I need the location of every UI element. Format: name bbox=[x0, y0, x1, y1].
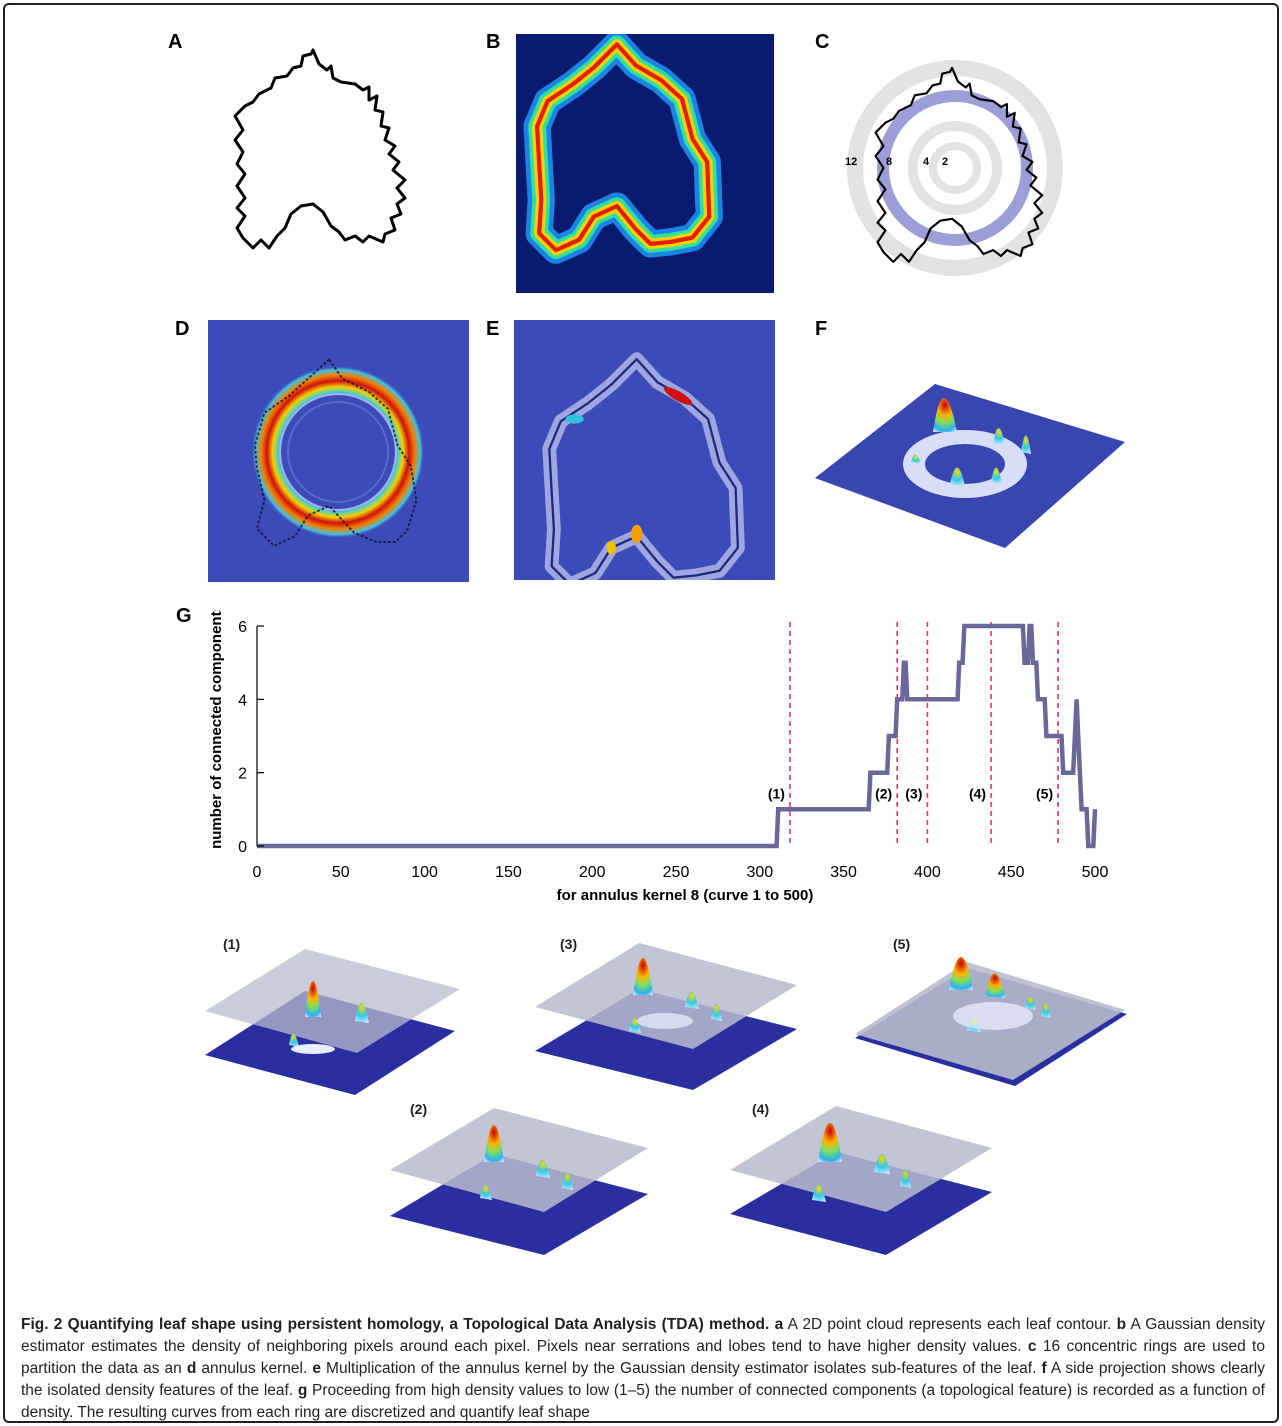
caption-panel-key: e bbox=[312, 1360, 321, 1377]
x-tick-label: 100 bbox=[411, 864, 438, 881]
x-tick-label: 300 bbox=[746, 864, 773, 881]
caption-panel-key: c bbox=[1027, 1338, 1037, 1355]
ring-label-4: 4 bbox=[923, 156, 930, 168]
slice-projection-1 bbox=[205, 949, 460, 1095]
density-marker-label: (3) bbox=[905, 785, 922, 801]
slice-projection-5 bbox=[855, 957, 1127, 1086]
ring-label-12: 12 bbox=[845, 156, 857, 168]
x-tick-label: 400 bbox=[914, 864, 941, 881]
caption-panel-text: A 2D point cloud represents each leaf co… bbox=[783, 1316, 1112, 1333]
caption-panel-key: a bbox=[774, 1316, 784, 1333]
panel-b-density-map bbox=[516, 34, 774, 293]
panel-g-chart: (1) (2) (3) (4) (5) 0 2 4 6 0 50 100 150 200 250 300 35… bbox=[208, 610, 1108, 904]
chart-ylabel: number of connected components bbox=[208, 610, 225, 849]
slice-projection-4 bbox=[730, 1106, 992, 1255]
density-marker-label: (2) bbox=[875, 785, 892, 801]
caption-panel-key: g bbox=[297, 1382, 308, 1399]
slice-label-3: (3) bbox=[560, 936, 578, 952]
panel-label-c: C bbox=[815, 31, 830, 53]
panel-e-isolated-subfeatures bbox=[514, 320, 775, 580]
caption-title: Fig. 2 Quantifying leaf shape using pers… bbox=[21, 1316, 770, 1333]
y-tick-label: 4 bbox=[238, 692, 247, 709]
series-line bbox=[257, 623, 1098, 849]
panel-label-e: E bbox=[486, 318, 500, 340]
caption-panel-text: 16 concentric rings are used to partitio… bbox=[21, 1338, 1265, 1377]
caption-panel-key: b bbox=[1116, 1316, 1127, 1333]
x-tick-label: 500 bbox=[1082, 864, 1109, 881]
panel-label-a: A bbox=[168, 31, 183, 53]
panel-d-annulus-kernel bbox=[208, 320, 469, 582]
x-tick-label: 350 bbox=[830, 864, 857, 881]
chart-series bbox=[257, 623, 1098, 849]
caption-panel-text: A side projection shows clearly the isol… bbox=[21, 1360, 1265, 1399]
density-marker-label: (4) bbox=[969, 785, 986, 801]
y-tick-label: 2 bbox=[238, 766, 247, 783]
slice-projection-2 bbox=[390, 1108, 648, 1255]
ring-label-2: 2 bbox=[942, 156, 948, 168]
y-tick-label: 0 bbox=[238, 839, 247, 856]
figure-frame bbox=[3, 3, 1279, 1423]
caption-panel-key: d bbox=[186, 1360, 197, 1377]
panel-c-concentric-rings: 12 8 4 2 bbox=[845, 60, 1063, 276]
figure-caption: Fig. 2 Quantifying leaf shape using pers… bbox=[21, 1314, 1265, 1424]
x-tick-label: 150 bbox=[495, 864, 522, 881]
y-tick-label: 6 bbox=[238, 619, 247, 636]
caption-panel-key: f bbox=[1041, 1360, 1047, 1377]
slice-label-1: (1) bbox=[223, 936, 241, 952]
chart-xlabel: for annulus kernel 8 (curve 1 to 500) bbox=[557, 887, 814, 904]
x-tick-label: 0 bbox=[253, 864, 262, 881]
panel-a-leaf-contour bbox=[233, 48, 407, 250]
slice-label-5: (5) bbox=[893, 936, 911, 952]
slice-projection-3 bbox=[535, 943, 797, 1090]
panel-label-d: D bbox=[175, 318, 190, 340]
panel-label-g: G bbox=[176, 605, 192, 627]
x-tick-label: 50 bbox=[332, 864, 350, 881]
slice-label-4: (4) bbox=[752, 1101, 770, 1117]
panel-f-side-projection bbox=[815, 384, 1125, 548]
panel-label-f: F bbox=[815, 318, 828, 340]
ring-label-8: 8 bbox=[886, 156, 892, 168]
density-marker-label: (5) bbox=[1036, 785, 1053, 801]
x-tick-label: 450 bbox=[998, 864, 1025, 881]
caption-panel-text: annulus kernel. bbox=[196, 1360, 308, 1377]
panel-label-b: B bbox=[486, 31, 501, 53]
chart-ticks: 0 2 4 6 0 50 100 150 200 250 300 350 400 450 500 bbox=[238, 619, 1108, 881]
density-marker-label: (1) bbox=[768, 785, 785, 801]
caption-panel-text: Proceeding from high density values to l… bbox=[21, 1382, 1265, 1421]
x-tick-label: 250 bbox=[663, 864, 690, 881]
chart-markers: (1) (2) (3) (4) (5) bbox=[768, 622, 1059, 846]
x-tick-label: 200 bbox=[579, 864, 606, 881]
slice-label-2: (2) bbox=[410, 1101, 428, 1117]
caption-panel-text: Multiplication of the annulus kernel by … bbox=[320, 1360, 1037, 1377]
caption-panel-text: A Gaussian density estimator estimates t… bbox=[21, 1316, 1266, 1355]
